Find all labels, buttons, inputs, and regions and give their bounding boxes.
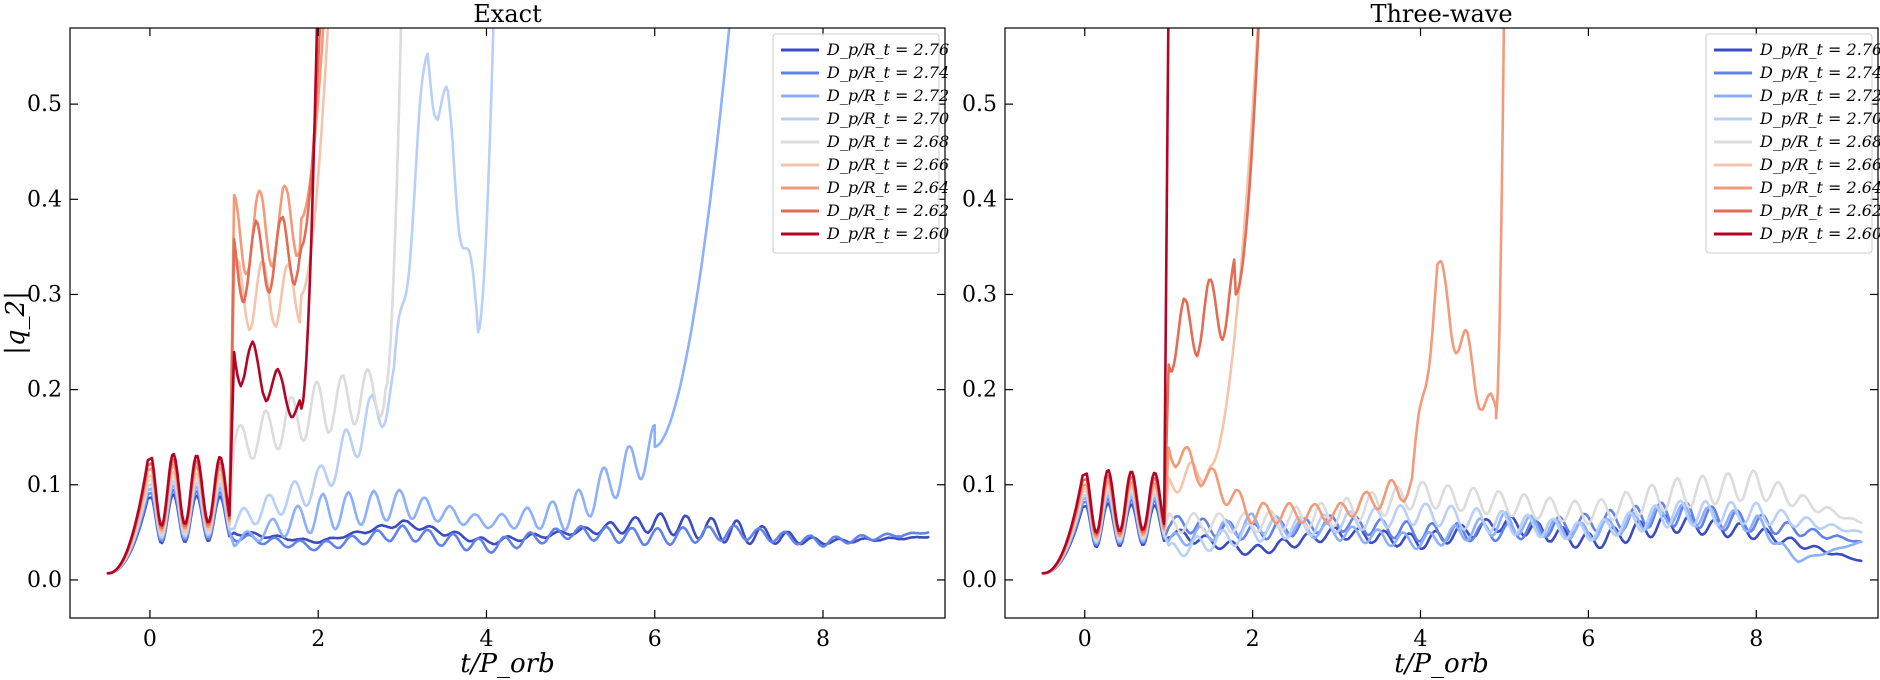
y-tick-label: 0.4 bbox=[962, 187, 997, 212]
x-axis-label: t/P_orb bbox=[1394, 649, 1488, 679]
x-tick-label: 6 bbox=[1581, 627, 1595, 652]
legend-entry: D_p/R_t = 2.68 bbox=[826, 132, 949, 151]
legend-entry: D_p/R_t = 2.68 bbox=[1759, 132, 1880, 151]
legend: D_p/R_t = 2.76 D_p/R_t = 2.74 D_p/R_t = 2.… bbox=[1705, 33, 1880, 254]
x-tick-label: 4 bbox=[1414, 627, 1428, 652]
x-tick-label: 0 bbox=[143, 627, 157, 652]
legend-entry: D_p/R_t = 2.60 bbox=[826, 224, 949, 243]
panel-title: Three-wave bbox=[1370, 0, 1512, 28]
series-line-8 bbox=[1041, 28, 1170, 575]
x-tick-label: 8 bbox=[816, 627, 830, 652]
panel-three-wave: 0 2 4 6 8 0.0 0.1 0.2 0.3 0.4 0.5 Three-wave t/P_orb… bbox=[962, 0, 1880, 679]
legend-entry: D_p/R_t = 2.62 bbox=[826, 201, 949, 220]
y-tick-label: 0.2 bbox=[962, 378, 997, 403]
axes-frame bbox=[69, 27, 946, 619]
legend: D_p/R_t = 2.76 D_p/R_t = 2.74 D_p/R_t = 2.… bbox=[772, 33, 949, 254]
y-tick-label: 0.3 bbox=[27, 282, 62, 307]
legend-entry: D_p/R_t = 2.72 bbox=[826, 86, 949, 105]
y-tick-label: 0.5 bbox=[27, 92, 62, 117]
y-tick-label: 0.5 bbox=[962, 92, 997, 117]
x-tick-label: 4 bbox=[479, 627, 493, 652]
legend-entry: D_p/R_t = 2.64 bbox=[1759, 178, 1880, 197]
axes-frame bbox=[1004, 27, 1879, 619]
series-line-4 bbox=[1041, 469, 1863, 575]
series-line-3 bbox=[106, 28, 495, 575]
legend-entry: D_p/R_t = 2.76 bbox=[826, 40, 949, 59]
series-line-3 bbox=[1041, 490, 1863, 575]
x-tick-label: 2 bbox=[311, 627, 325, 652]
series-lines bbox=[1041, 28, 1863, 575]
legend-entry: D_p/R_t = 2.66 bbox=[826, 155, 949, 174]
y-tick-label: 0.4 bbox=[27, 187, 62, 212]
legend-entry: D_p/R_t = 2.62 bbox=[1759, 201, 1880, 220]
legend-entry: D_p/R_t = 2.60 bbox=[1759, 224, 1880, 243]
series-line-4 bbox=[106, 28, 403, 575]
legend-entry: D_p/R_t = 2.76 bbox=[1759, 40, 1880, 59]
y-tick-label: 0.0 bbox=[962, 568, 997, 593]
legend-entry: D_p/R_t = 2.64 bbox=[826, 178, 949, 197]
legend-box bbox=[1705, 33, 1873, 254]
legend-entry: D_p/R_t = 2.74 bbox=[826, 63, 949, 82]
y-axis-label: |q_2| bbox=[1, 291, 31, 355]
x-tick-label: 8 bbox=[1749, 627, 1763, 652]
x-tick-label: 2 bbox=[1246, 627, 1260, 652]
y-tick-label: 0.1 bbox=[962, 473, 997, 498]
panel-exact: 0 2 4 6 8 0.0 0.1 0.2 0.3 0.4 0.5 Exact t/P_orb |q_2|… bbox=[1, 0, 949, 679]
legend-entry: D_p/R_t = 2.70 bbox=[826, 109, 949, 128]
panel-title: Exact bbox=[473, 0, 542, 28]
legend-box bbox=[772, 33, 940, 254]
series-line-2 bbox=[1041, 494, 1863, 575]
legend-entry: D_p/R_t = 2.74 bbox=[1759, 63, 1880, 82]
y-tick-label: 0.1 bbox=[27, 473, 62, 498]
series-lines bbox=[106, 28, 930, 575]
x-tick-label: 6 bbox=[648, 627, 662, 652]
x-axis-label: t/P_orb bbox=[460, 649, 554, 679]
legend-entry: D_p/R_t = 2.72 bbox=[1759, 86, 1880, 105]
x-tick-label: 0 bbox=[1078, 627, 1092, 652]
series-line-8 bbox=[106, 28, 319, 575]
legend-entry: D_p/R_t = 2.66 bbox=[1759, 155, 1880, 174]
legend-entry: D_p/R_t = 2.70 bbox=[1759, 109, 1880, 128]
y-tick-label: 0.0 bbox=[27, 568, 62, 593]
y-tick-label: 0.3 bbox=[962, 282, 997, 307]
y-tick-label: 0.2 bbox=[27, 378, 62, 403]
